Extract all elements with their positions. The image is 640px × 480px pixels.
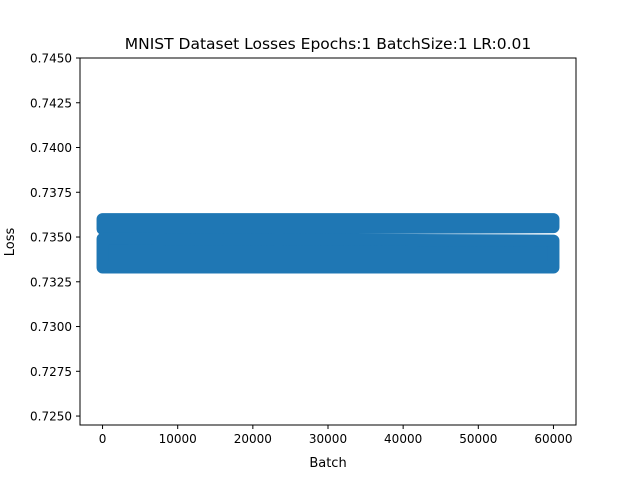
x-tick-label: 10000	[159, 432, 197, 446]
scatter-band-1	[96, 213, 560, 235]
x-tick-label: 20000	[234, 432, 272, 446]
y-tick-label: 0.7450	[30, 52, 72, 66]
y-tick-label: 0.7425	[30, 96, 72, 110]
x-axis: 0 10000 20000 30000 40000 50000 60000	[99, 425, 573, 446]
scatter-band-2	[96, 232, 560, 274]
y-tick-label: 0.7250	[30, 410, 72, 424]
y-tick-label: 0.7300	[30, 320, 72, 334]
y-tick-label: 0.7275	[30, 365, 72, 379]
y-tick-label: 0.7375	[30, 186, 72, 200]
y-tick-label: 0.7350	[30, 231, 72, 245]
plot-frame	[79, 57, 577, 426]
x-tick-label: 50000	[459, 432, 497, 446]
x-tick-label: 40000	[384, 432, 422, 446]
x-tick-label: 30000	[309, 432, 347, 446]
chart-title: MNIST Dataset Losses Epochs:1 BatchSize:…	[125, 35, 532, 53]
x-axis-label: Batch	[309, 456, 346, 471]
y-axis-label: Loss	[3, 228, 18, 257]
data-marks	[96, 213, 560, 274]
y-tick-label: 0.7325	[30, 275, 72, 289]
y-tick-label: 0.7400	[30, 141, 72, 155]
x-tick-label: 0	[99, 432, 107, 446]
y-axis: 0.7250 0.7275 0.7300 0.7325 0.7350 0.7375 0.74…	[30, 52, 80, 424]
x-tick-label: 60000	[534, 432, 572, 446]
